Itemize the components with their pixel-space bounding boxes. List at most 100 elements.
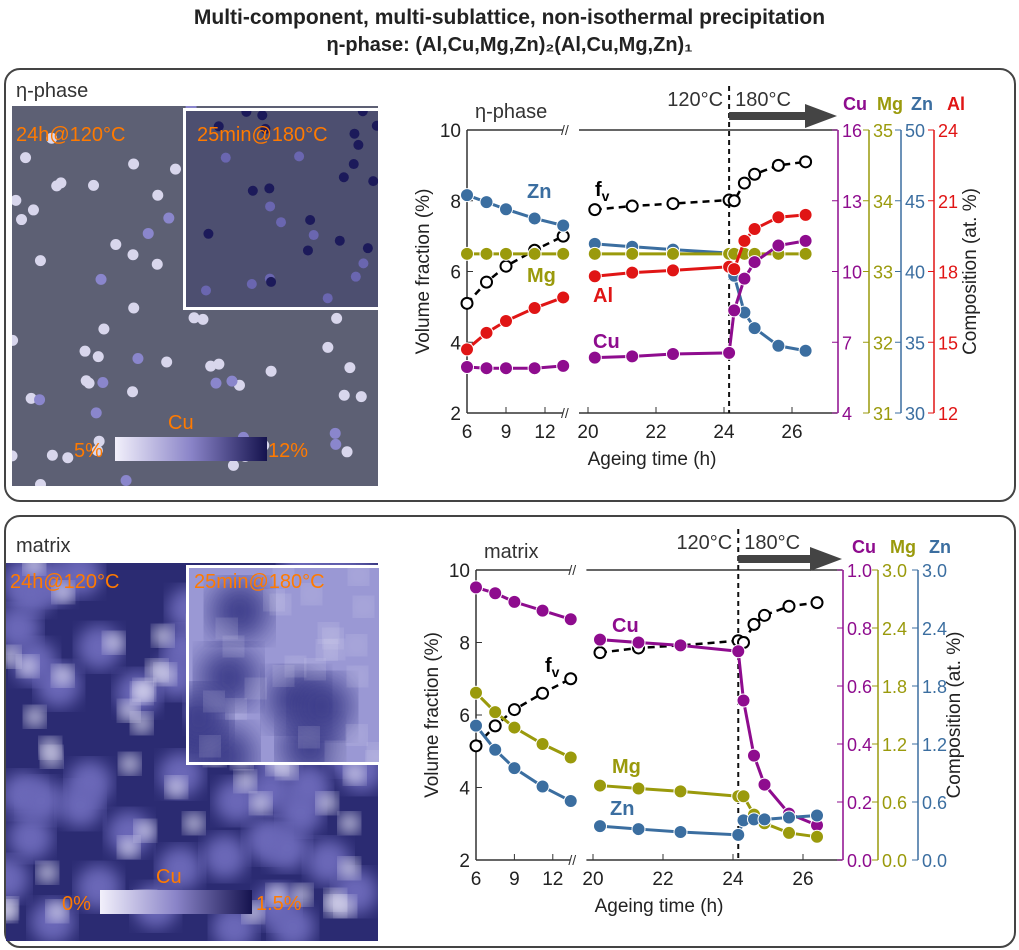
right-tick-label: 16: [842, 121, 862, 141]
precipitate: [292, 676, 353, 737]
right-tick-label: 1.2: [882, 735, 907, 755]
data-point-f_v: [499, 259, 513, 273]
precipitate: [200, 737, 219, 756]
precipitate: [6, 646, 20, 667]
precipitate: [161, 356, 173, 368]
precipitate: [305, 660, 324, 679]
precipitate: [266, 276, 277, 287]
data-point-Mg: [736, 789, 751, 804]
data-point-Cu: [631, 635, 646, 650]
precipitate: [34, 255, 46, 267]
precipitate: [103, 632, 124, 653]
data-point-Zn: [771, 338, 786, 353]
precipitate: [339, 858, 360, 879]
precipitate: [58, 782, 103, 827]
precipitate: [6, 606, 41, 651]
precipitate: [27, 204, 39, 216]
precipitate: [12, 334, 19, 346]
colorbar-title: Cu: [156, 866, 182, 888]
precipitate: [213, 121, 224, 132]
precipitate: [79, 345, 91, 357]
precipitate: [80, 375, 92, 387]
right-tick-label: 4: [842, 404, 852, 424]
y-tick-label: 6: [459, 706, 470, 727]
precipitate: [338, 389, 350, 401]
x-tick-label: 24: [722, 869, 744, 890]
colorbar: [100, 890, 252, 914]
data-point-f_v: [469, 739, 483, 753]
precipitate: [131, 713, 152, 734]
data-point-Mg: [527, 246, 542, 261]
data-point-Mg: [593, 778, 607, 793]
x-axis-label: Ageing time (h): [595, 896, 724, 917]
data-point-Zn: [556, 218, 571, 233]
data-point-Mg: [460, 246, 474, 261]
precipitate: [37, 862, 58, 883]
precipitate: [127, 386, 139, 398]
matrix-panel: [4, 515, 1016, 948]
precipitate: [128, 158, 140, 170]
precipitate: [202, 834, 247, 879]
data-point-Cu: [460, 360, 474, 375]
precipitate: [241, 111, 252, 117]
data-point-Cu: [535, 603, 550, 618]
precipitate: [331, 312, 343, 324]
series-label-Mg: Mg: [612, 756, 641, 778]
particles: [200, 111, 378, 304]
axis-break-mark: //: [568, 562, 576, 578]
right-tick-label: 0.0: [847, 851, 872, 871]
precipitate: [188, 312, 200, 324]
precipitate: [334, 235, 345, 246]
precipitate: [46, 132, 58, 144]
data-point-Zn: [507, 761, 522, 776]
y-tick-label: 6: [450, 263, 461, 284]
series-line-Al: [466, 296, 564, 351]
data-point-Mg: [666, 246, 680, 261]
precipitate: [118, 837, 139, 858]
right-tick-label: 33: [873, 263, 893, 283]
data-point-Zn: [810, 808, 824, 823]
precipitate: [358, 258, 369, 269]
precipitate: [362, 243, 373, 254]
precipitate: [322, 341, 334, 353]
precipitate: [265, 201, 276, 212]
arrow-head: [805, 104, 837, 128]
data-point-Mg: [535, 737, 550, 751]
data-point-Cu: [731, 644, 746, 659]
series-label-fv: fv: [545, 655, 560, 680]
data-point-Zn: [757, 812, 772, 827]
series-label-Cu: Cu: [593, 331, 620, 353]
data-point-Mg: [587, 246, 602, 261]
precipitate: [354, 597, 373, 616]
right-tick-label: 13: [842, 192, 862, 212]
precipitate: [152, 625, 173, 646]
data-point-Cu: [527, 361, 542, 376]
y-tick-label: 10: [440, 121, 461, 142]
data-point-Cu: [488, 586, 503, 601]
precipitate: [344, 763, 365, 784]
precipitate: [16, 214, 28, 226]
precipitate: [355, 391, 367, 403]
data-point-Al: [666, 263, 680, 278]
precipitate: [6, 898, 18, 919]
precipitate: [131, 683, 152, 704]
data-point-Al: [625, 265, 640, 280]
precipitate: [322, 293, 333, 304]
x-tick-label: 12: [534, 422, 555, 443]
matrix-inset-image: [186, 565, 382, 765]
data-point-Mg: [556, 246, 571, 261]
data-point-f_v: [747, 617, 761, 631]
precipitate: [88, 179, 100, 191]
data-point-Zn: [469, 718, 483, 733]
temperature-label-after: 180°C: [735, 89, 791, 111]
precipitate: [294, 151, 305, 162]
precipitate: [291, 884, 312, 905]
precipitate: [93, 435, 105, 447]
precipitate: [349, 568, 368, 585]
x-tick-label: 22: [645, 422, 666, 443]
precipitate: [20, 152, 32, 164]
precipitate: [329, 427, 341, 439]
precipitate: [357, 111, 368, 117]
data-point-Zn: [527, 211, 542, 226]
data-point-f_v: [771, 158, 785, 172]
